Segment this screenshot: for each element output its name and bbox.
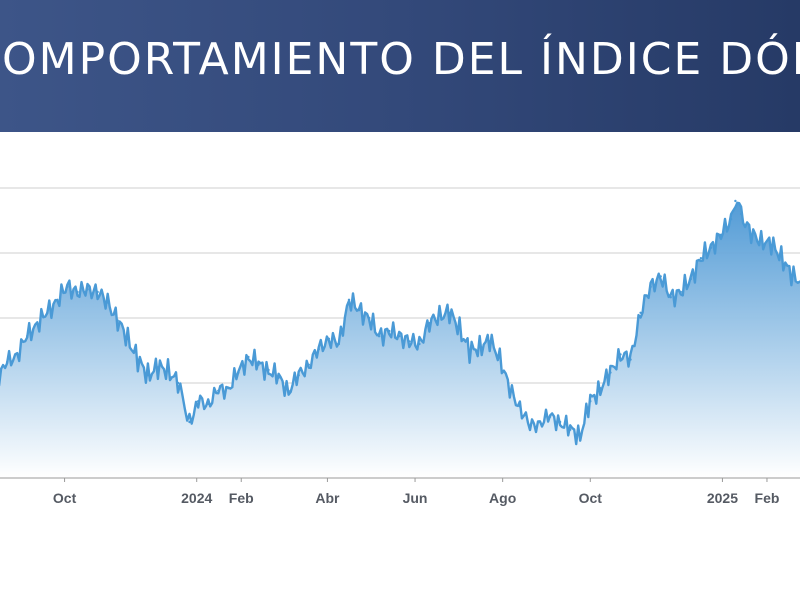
data-point-8 <box>66 285 69 288</box>
x-tick-label-7: 2025 <box>707 490 738 506</box>
data-point-63 <box>619 353 622 356</box>
x-tick-label-0: Oct <box>53 490 77 506</box>
data-point-56 <box>548 415 552 418</box>
data-point-27 <box>257 363 260 366</box>
data-point-39 <box>377 335 381 338</box>
data-point-45 <box>438 314 441 317</box>
data-point-81 <box>790 275 793 278</box>
data-point-69 <box>679 290 682 294</box>
data-point-26 <box>247 355 250 359</box>
data-point-80 <box>780 254 783 257</box>
data-point-55 <box>538 420 542 424</box>
data-point-70 <box>689 277 692 281</box>
data-point-15 <box>136 358 139 361</box>
data-point-10 <box>86 288 89 291</box>
data-point-68 <box>669 296 672 299</box>
x-tick-label-5: Ago <box>489 490 516 506</box>
data-point-16 <box>146 374 150 377</box>
data-point-21 <box>197 400 200 403</box>
data-point-59 <box>579 433 582 437</box>
data-point-17 <box>156 366 160 369</box>
x-tick-label-8: Feb <box>755 490 780 506</box>
data-point-65 <box>639 311 642 314</box>
data-point-7 <box>56 298 59 301</box>
data-point-29 <box>277 376 280 379</box>
data-point-3 <box>16 353 19 356</box>
x-tick-label-3: Abr <box>315 490 340 506</box>
x-axis-ticks: Oct 2024 Feb Abr Jun Ago Oct 2025 Feb <box>53 478 780 506</box>
data-point-74 <box>729 218 733 221</box>
data-point-78 <box>760 238 763 242</box>
data-point-71 <box>699 257 703 260</box>
data-point-35 <box>337 342 341 346</box>
series-line-path <box>0 201 800 446</box>
data-point-32 <box>307 363 310 366</box>
series-line <box>0 199 800 446</box>
data-points <box>5 199 800 437</box>
data-point-50 <box>488 340 491 343</box>
data-point-58 <box>569 428 572 431</box>
data-point-48 <box>468 350 471 353</box>
data-point-52 <box>508 389 511 392</box>
x-tick-label-1: 2024 <box>181 490 212 506</box>
series-area-fill <box>0 202 800 478</box>
data-point-23 <box>217 389 220 392</box>
data-point-44 <box>428 322 431 325</box>
data-point-77 <box>750 233 753 236</box>
data-point-40 <box>388 329 391 333</box>
series-area <box>0 202 800 478</box>
data-point-76 <box>739 212 743 216</box>
data-point-9 <box>76 290 79 294</box>
x-tick-label-6: Oct <box>579 490 603 506</box>
data-point-11 <box>96 290 99 294</box>
data-point-19 <box>176 381 180 385</box>
data-point-31 <box>297 374 300 377</box>
data-point-30 <box>287 389 290 392</box>
data-point-13 <box>116 319 119 322</box>
data-point-4 <box>26 335 29 338</box>
data-point-14 <box>126 337 129 340</box>
data-point-37 <box>357 309 361 312</box>
data-point-75 <box>734 199 737 203</box>
data-point-12 <box>106 301 109 304</box>
data-point-24 <box>227 387 230 390</box>
data-point-51 <box>498 355 501 359</box>
data-point-28 <box>267 368 270 372</box>
data-point-62 <box>609 371 612 374</box>
data-point-42 <box>408 340 411 343</box>
data-point-47 <box>458 327 461 330</box>
dollar-index-chart: Oct 2024 Feb Abr Jun Ago Oct 2025 Feb <box>0 187 800 506</box>
data-point-67 <box>659 275 662 278</box>
data-point-64 <box>629 358 632 361</box>
x-tick-label-4: Jun <box>403 490 428 506</box>
data-point-41 <box>398 335 401 338</box>
data-point-18 <box>166 368 170 372</box>
data-point-38 <box>367 316 371 320</box>
data-point-43 <box>418 342 421 346</box>
data-point-34 <box>327 337 331 340</box>
title-banner: OMPORTAMIENTO DEL ÍNDICE DÓLA <box>0 0 800 132</box>
data-point-53 <box>518 405 522 408</box>
data-point-57 <box>558 420 562 424</box>
data-point-5 <box>36 322 39 325</box>
data-point-72 <box>709 246 713 249</box>
data-point-60 <box>589 400 592 403</box>
data-point-2 <box>5 361 9 364</box>
data-point-61 <box>599 387 602 390</box>
data-point-36 <box>347 298 351 301</box>
data-point-49 <box>478 345 481 348</box>
data-point-20 <box>188 420 191 424</box>
data-point-54 <box>528 426 532 429</box>
chart-title: OMPORTAMIENTO DEL ÍNDICE DÓLA <box>2 34 800 85</box>
data-point-73 <box>719 233 723 236</box>
data-point-6 <box>46 311 49 314</box>
x-tick-label-2: Feb <box>229 490 254 506</box>
data-point-66 <box>649 285 652 288</box>
data-point-25 <box>237 371 240 374</box>
data-point-79 <box>770 244 773 247</box>
data-point-33 <box>317 348 320 351</box>
data-point-46 <box>448 311 451 314</box>
data-point-22 <box>207 402 210 405</box>
chart-area: Oct 2024 Feb Abr Jun Ago Oct 2025 Feb <box>0 132 800 600</box>
